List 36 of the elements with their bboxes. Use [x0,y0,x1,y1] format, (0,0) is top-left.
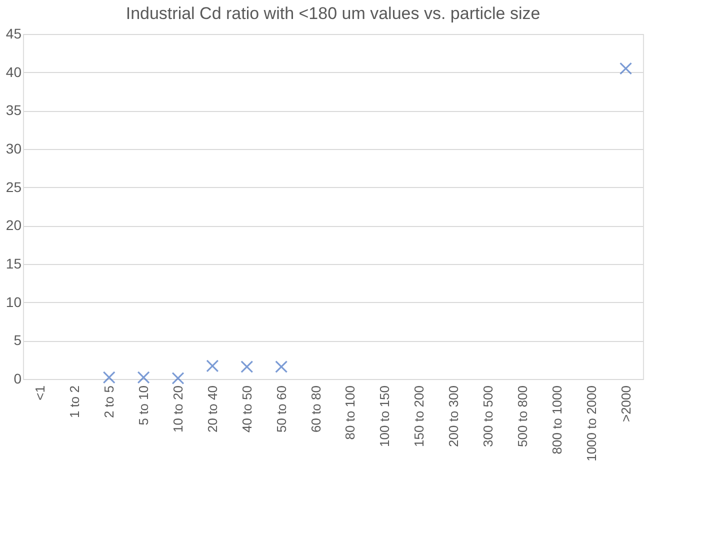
point [137,371,150,384]
y-tick-label: 30 [6,140,22,156]
x-tick-label: 1000 to 2000 [584,386,599,462]
y-tick-label: 40 [6,64,22,80]
y-tick-label: 5 [14,332,22,348]
y-tick-label: 10 [6,294,22,310]
y-tick-label: 15 [6,256,22,272]
x-tick-label: 5 to 10 [136,386,152,426]
x-tick-label: 800 to 1000 [549,386,564,454]
y-tick-label: 20 [6,217,22,234]
x-tick-label: 60 to 80 [308,386,324,432]
x-tick-label: 50 to 60 [274,386,289,432]
point [240,360,254,374]
x-tick-label: 2 to 5 [102,386,117,418]
point [206,360,219,372]
point [275,360,288,374]
y-tick-label: 35 [6,102,22,118]
x-tick-label: 80 to 100 [342,386,358,440]
point [172,372,184,385]
x-tick-label: 200 to 300 [446,386,462,447]
y-tick-label: 0 [14,370,22,386]
x-tick-label: 20 to 40 [204,386,220,432]
y-tick-label: 45 [6,26,22,42]
x-tick-label: 10 to 20 [170,386,186,432]
x-tick-label: 40 to 50 [239,386,254,432]
chart-title: Industrial Cd ratio with <180 um values vs. particle size [126,4,540,23]
x-tick-label: 500 to 800 [514,386,530,447]
point [102,371,116,384]
point [620,62,632,75]
x-tick-label: <1 [32,386,48,400]
x-tick-label: 300 to 500 [480,386,496,447]
x-tick-label: 150 to 200 [412,386,427,447]
y-tick-label: 25 [6,178,22,195]
x-tick-label: 1 to 2 [67,386,82,418]
x-tick-label: >2000 [618,386,634,422]
x-tick-label: 100 to 150 [377,386,392,447]
